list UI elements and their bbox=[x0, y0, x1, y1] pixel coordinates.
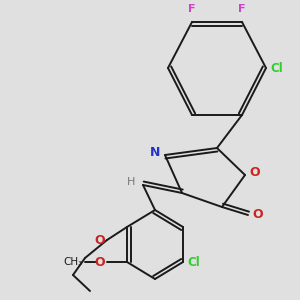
Text: F: F bbox=[188, 4, 196, 14]
Text: O: O bbox=[94, 233, 105, 247]
Text: Cl: Cl bbox=[187, 256, 200, 268]
Text: H: H bbox=[127, 177, 135, 187]
Text: CH₃: CH₃ bbox=[64, 257, 83, 267]
Text: O: O bbox=[249, 167, 260, 179]
Text: Cl: Cl bbox=[270, 61, 283, 74]
Text: O: O bbox=[252, 208, 262, 221]
Text: N: N bbox=[150, 146, 160, 158]
Text: O: O bbox=[94, 256, 105, 268]
Text: F: F bbox=[238, 4, 246, 14]
